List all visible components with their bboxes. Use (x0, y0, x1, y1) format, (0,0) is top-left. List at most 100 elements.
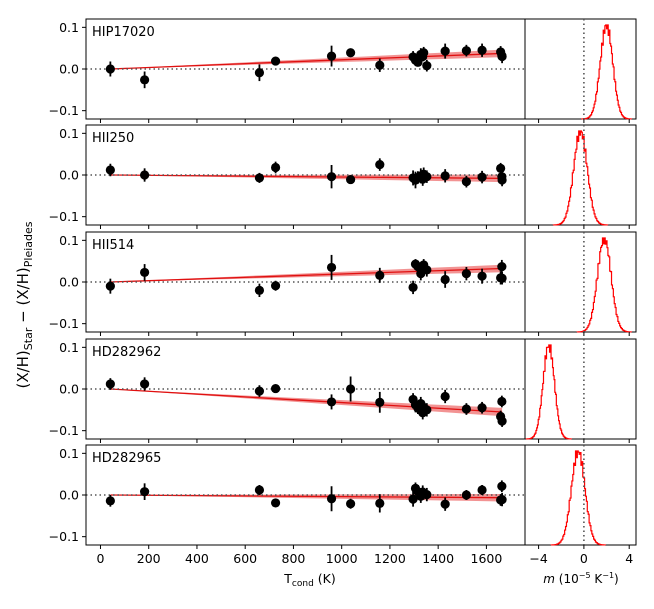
data-point (375, 397, 385, 407)
x-tick-label: 1200 (374, 551, 406, 566)
x-axis-label-sub: cond (292, 579, 314, 589)
slope-histogram (581, 24, 633, 120)
data-point (461, 269, 471, 279)
slope-histogram (550, 450, 607, 546)
x-tick-label: 400 (185, 551, 209, 566)
y-tick-label: −0.1 (49, 209, 79, 224)
data-point (254, 68, 265, 78)
data-point (497, 481, 507, 491)
fit-band (110, 49, 503, 69)
y-tick-label: 0.1 (59, 126, 79, 141)
data-point (254, 485, 265, 495)
y-tick-label: 0.0 (59, 168, 79, 183)
slope-histogram (525, 344, 573, 440)
data-point (105, 64, 115, 74)
x-tick-label: 200 (137, 551, 161, 566)
data-point (140, 487, 150, 497)
x-tick-label: 0 (96, 551, 104, 566)
hist-frame (524, 124, 637, 226)
hist-x-tick-label: 0 (580, 551, 588, 566)
panel-HIP17020: 0.1 0.0 −0.1 HIP17020 (49, 18, 637, 123)
panel-HD282962: 0.1 0.0 −0.1 HD282962 (49, 338, 637, 443)
data-point (440, 391, 450, 402)
data-point (497, 51, 507, 62)
data-point (254, 386, 265, 396)
data-point (440, 171, 450, 181)
data-point (440, 46, 450, 56)
data-point (140, 170, 150, 180)
panels-group: 0.1 0.0 −0.1 HIP17020 0.1 0.0 −0.1 HII250 0.1 0.0… (49, 18, 637, 566)
fit-band (110, 264, 503, 282)
data-point (497, 261, 507, 272)
axes-frame (85, 231, 526, 333)
slope-histogram (552, 130, 609, 226)
star-name-label: HD282965 (92, 451, 161, 466)
data-point (270, 56, 281, 66)
fit-line (110, 388, 503, 413)
data-point (105, 281, 115, 291)
hist-x-tick-label: −4 (529, 551, 547, 566)
y-label-b: (X/H) (14, 267, 32, 305)
data-point (422, 489, 432, 500)
y-tick-label: −0.1 (49, 423, 79, 438)
data-point (497, 396, 507, 407)
data-point (461, 490, 471, 500)
fit-line (110, 174, 503, 180)
data-point (461, 404, 471, 414)
x-tick-label: 1400 (422, 551, 454, 566)
y-axis-label: (X/H)Star − (X/H)Pleiades (14, 221, 35, 388)
data-point (375, 270, 385, 280)
y-label-a-sub: Star (22, 327, 35, 350)
y-tick-label: 0.1 (59, 340, 79, 355)
data-point (326, 494, 337, 504)
hist-x-label-unit: (10 (555, 572, 579, 586)
data-point (254, 285, 265, 295)
y-tick-label: −0.1 (49, 103, 79, 118)
hist-x-axis-label: m (10−5 K−1) (543, 571, 618, 586)
y-tick-label: 0.0 (59, 275, 79, 290)
x-axis-label: Tcond (K) (283, 571, 335, 589)
data-point (346, 48, 356, 58)
data-point (497, 416, 507, 426)
fit-line (110, 52, 503, 70)
y-tick-label: 0.1 (59, 446, 79, 461)
hist-frame (524, 444, 637, 546)
data-point (346, 174, 356, 185)
data-point (422, 405, 432, 415)
data-point (422, 61, 432, 71)
y-label-a: (X/H) (14, 350, 32, 388)
data-point (422, 172, 432, 182)
panel-HD282965: 0.1 0.0 −0.1 0 200 400 600 800 1000 1200 1400 1600 H… (49, 444, 637, 566)
data-point (477, 271, 487, 281)
data-point (326, 397, 337, 407)
data-point (326, 262, 337, 273)
data-point (477, 403, 487, 413)
data-point (422, 265, 432, 275)
data-point (408, 282, 418, 293)
data-point (105, 165, 115, 175)
data-point (326, 51, 337, 61)
data-point (496, 163, 506, 173)
data-point (375, 60, 385, 70)
data-point (326, 172, 337, 182)
y-tick-label: 0.0 (59, 488, 79, 503)
panel-HII250: 0.1 0.0 −0.1 HII250 (49, 124, 637, 229)
hist-x-label-m: m (543, 572, 555, 586)
hist-frame (524, 338, 637, 440)
y-label-sep: − (14, 306, 32, 328)
y-tick-label: 0.0 (59, 382, 79, 397)
data-point (461, 46, 471, 56)
star-name-label: HII250 (92, 131, 134, 146)
y-tick-label: −0.1 (49, 316, 79, 331)
data-point (270, 281, 281, 291)
data-point (375, 159, 385, 170)
data-point (440, 499, 450, 509)
slope-histogram (576, 237, 633, 333)
panel-HII514: 0.1 0.0 −0.1 HII514 (49, 231, 637, 336)
y-tick-label: 0.1 (59, 20, 79, 35)
x-tick-label: 800 (282, 551, 306, 566)
hist-x-label-close: ) (614, 572, 619, 586)
fit-line (110, 267, 503, 283)
y-tick-label: 0.0 (59, 62, 79, 77)
star-name-label: HIP17020 (92, 25, 155, 40)
